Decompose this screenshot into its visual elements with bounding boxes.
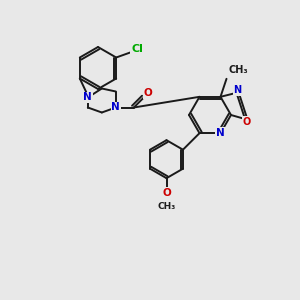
Text: Cl: Cl	[131, 44, 143, 55]
Text: N: N	[216, 128, 225, 138]
Text: N: N	[233, 85, 242, 95]
Text: CH₃: CH₃	[229, 65, 248, 75]
Text: O: O	[162, 188, 171, 198]
Text: N: N	[111, 103, 120, 112]
Text: CH₃: CH₃	[158, 202, 175, 211]
Text: N: N	[83, 92, 92, 103]
Text: O: O	[243, 117, 251, 127]
Text: O: O	[143, 88, 152, 98]
